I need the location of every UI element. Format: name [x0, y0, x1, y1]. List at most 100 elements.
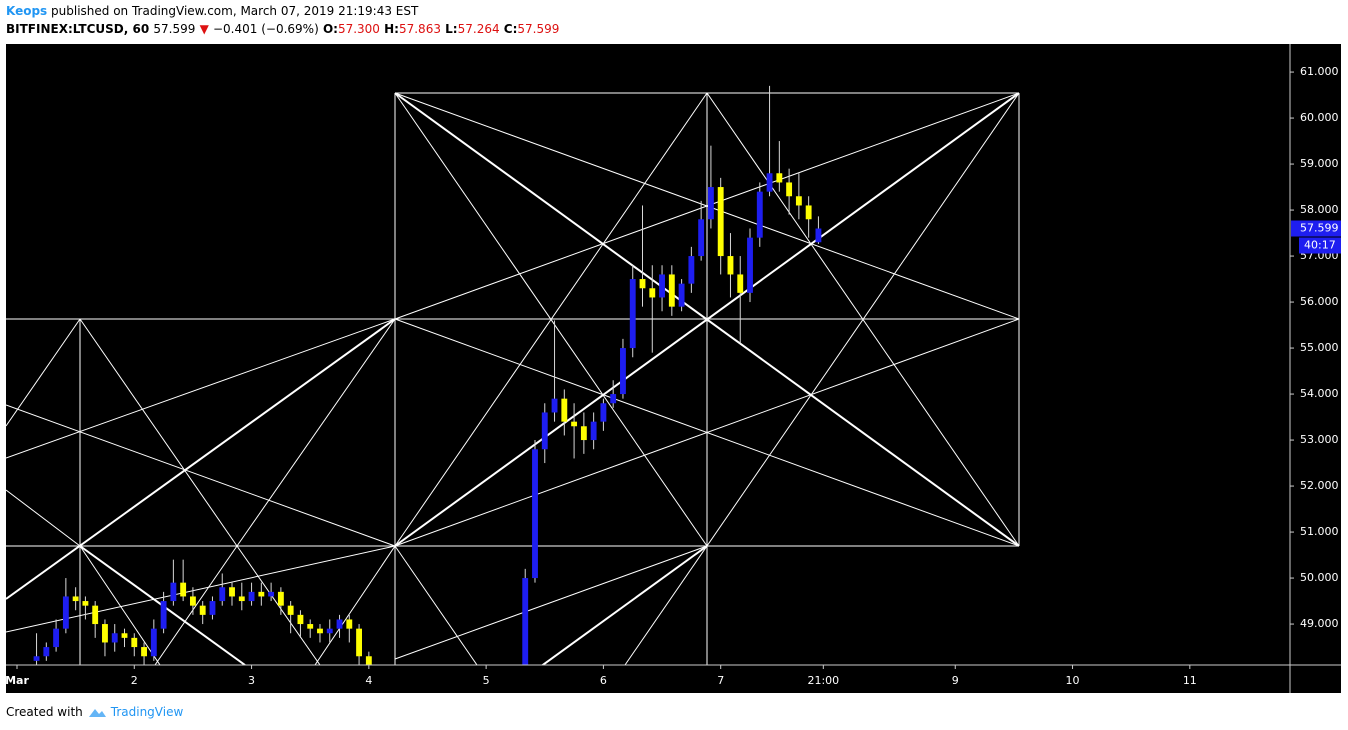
candle-body: [199, 605, 206, 615]
candle-body: [307, 624, 314, 629]
candle-body: [707, 187, 714, 220]
candle-body: [336, 619, 343, 629]
footer-brand[interactable]: TradingView: [110, 705, 184, 719]
symbol-line: BITFINEX:LTCUSD, 60 57.599 ▼ −0.401 (−0.…: [6, 22, 559, 36]
candle-body: [180, 582, 187, 597]
candle-body: [219, 587, 226, 602]
gann-drawings: [6, 92, 1020, 665]
candle-body: [473, 693, 479, 698]
candle-body: [776, 173, 783, 183]
candle-body: [561, 398, 568, 422]
candle-body: [590, 421, 597, 441]
o-label: O:: [322, 22, 338, 36]
x-tick-label: 5: [483, 674, 490, 687]
candle-body: [356, 628, 363, 657]
candle-body: [425, 698, 431, 707]
y-tick-label: 61.000: [1300, 65, 1339, 78]
candle-body: [287, 605, 294, 615]
candle-body: [111, 633, 118, 643]
change: −0.401 (−0.69%): [212, 22, 319, 36]
x-tick-label: 11: [1183, 674, 1197, 687]
candle-body: [541, 412, 548, 450]
candle-body: [795, 196, 802, 206]
candle-body: [747, 237, 753, 293]
candle-body: [415, 702, 421, 707]
gann-line: [394, 545, 478, 665]
candle-body: [121, 633, 128, 638]
y-tick-label: 58.000: [1300, 203, 1339, 216]
candle-body: [600, 403, 607, 422]
candle-body: [62, 596, 69, 629]
gann-line: [624, 92, 1020, 665]
x-tick-label: 3: [248, 674, 255, 687]
gann-line: [394, 92, 708, 547]
candle-body: [209, 601, 216, 615]
c-label: C:: [503, 22, 518, 36]
candle-body: [551, 398, 558, 413]
h: 57.863: [398, 22, 441, 36]
candle-body: [150, 628, 157, 657]
candle-body: [610, 394, 617, 404]
candle-body: [532, 449, 538, 579]
candles: [33, 85, 822, 711]
candle-body: [649, 288, 656, 298]
logo: [88, 709, 106, 717]
candle-body: [580, 426, 587, 441]
l: 57.264: [457, 22, 500, 36]
candle-body: [434, 698, 440, 703]
candle-body: [464, 693, 470, 702]
candle-body: [141, 647, 147, 657]
candle-body: [678, 283, 685, 307]
gann-line: [79, 318, 238, 547]
footer: Created with TradingView: [6, 705, 183, 719]
candle-body: [688, 256, 695, 284]
o: 57.300: [337, 22, 380, 36]
candle-body: [444, 702, 450, 711]
candle-body: [756, 191, 763, 238]
candle-body: [82, 601, 89, 606]
candle-body: [659, 274, 665, 298]
gann-line: [154, 545, 238, 665]
author[interactable]: Keops: [6, 4, 48, 18]
candle-body: [53, 628, 60, 648]
y-tick-label: 50.000: [1300, 571, 1339, 584]
candle-body: [258, 591, 265, 597]
candle-body: [317, 628, 323, 634]
last: 57.599: [153, 22, 196, 36]
x-tick-label: 2: [131, 674, 138, 687]
last-price-box: [1291, 220, 1341, 237]
gann-line: [236, 318, 396, 547]
gann-line: [394, 92, 1020, 547]
candle-body: [405, 693, 411, 702]
countdown: 40:17: [1304, 239, 1336, 252]
candle-body: [639, 279, 646, 289]
candle-body: [805, 205, 812, 220]
x-tick-label: 4: [365, 674, 372, 687]
candle-body: [620, 348, 626, 395]
candle-body: [698, 219, 705, 257]
gann-line: [394, 545, 708, 660]
c: 57.599: [517, 22, 560, 36]
l-label: L:: [445, 22, 458, 36]
gann-line: [6, 318, 396, 459]
symbol: BITFINEX:LTCUSD, 60: [6, 22, 150, 36]
gann-line: [394, 92, 1020, 320]
y-tick-label: 52.000: [1300, 479, 1339, 492]
candle-body: [229, 587, 235, 597]
x-tick-label: 9: [952, 674, 959, 687]
candle-body: [277, 591, 284, 606]
candle-body: [668, 274, 675, 307]
gann-line: [6, 404, 396, 547]
x-tick-label: 21:00: [807, 674, 839, 687]
candle-body: [454, 702, 460, 711]
y-tick-label: 49.000: [1300, 617, 1339, 630]
candle-body: [395, 693, 401, 698]
x-tick-label: 10: [1066, 674, 1080, 687]
y-tick-label: 59.000: [1300, 157, 1339, 170]
candle-body: [131, 637, 138, 648]
published: published on TradingView.com, March 07, …: [51, 4, 419, 18]
y-tick-label: 56.000: [1300, 295, 1339, 308]
candle-body: [766, 173, 773, 192]
